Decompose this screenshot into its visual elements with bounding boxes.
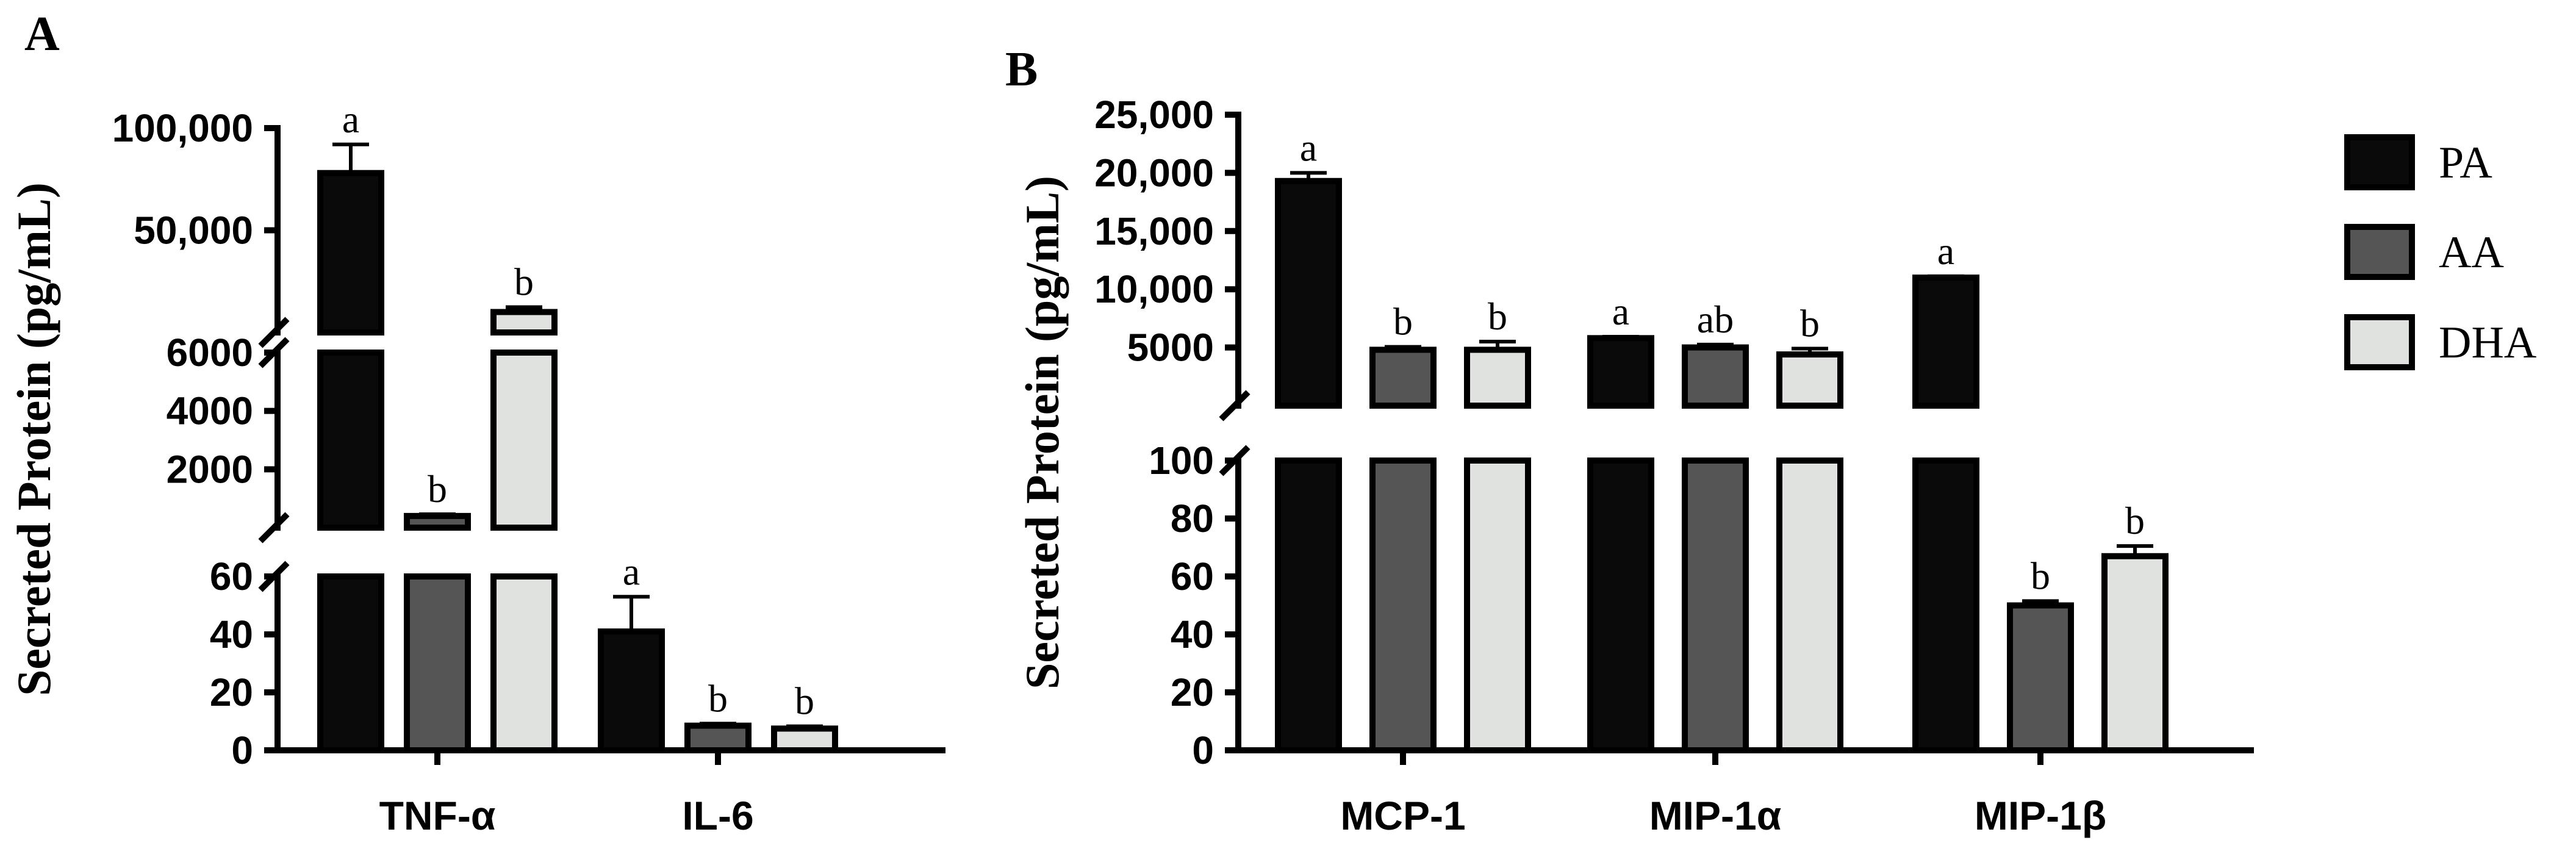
y-tick-label-0-1: 20 bbox=[1171, 670, 1214, 714]
bar-mcp-1-pa-sig-label: a bbox=[1300, 126, 1317, 169]
y-tick-label-0-3: 60 bbox=[1171, 554, 1214, 598]
bar-il-6-dha bbox=[771, 725, 838, 753]
x-tick-label-il-6: IL-6 bbox=[682, 793, 753, 838]
y-tick-label-2-1: 100,000 bbox=[112, 106, 253, 150]
bar-mip-1alpha-dha-sig-label: b bbox=[1800, 302, 1820, 345]
axis-break-lower-1 bbox=[258, 337, 290, 368]
panel-label-b: B bbox=[1005, 43, 1038, 96]
bar-mip-1alpha-dha-seg0 bbox=[1776, 458, 1843, 753]
y-axis-label: Secreted Protein (pg/mL) bbox=[1016, 176, 1069, 689]
bar-il-6-aa-sig-label: b bbox=[708, 676, 728, 720]
bar-il-6-dha-sig-label: b bbox=[795, 680, 814, 723]
y-axis: 0 20 40 60 2000 4000 6000 50,000 100,000 TNF-α IL-… bbox=[112, 106, 945, 838]
bar-mip-1beta-pa-sig-label: a bbox=[1937, 229, 1954, 273]
y-tick-label-1-2: 15,000 bbox=[1094, 209, 1214, 253]
bar-mip-1alpha-aa-seg0 bbox=[1682, 458, 1749, 753]
y-tick-label-1-0: 2000 bbox=[167, 447, 253, 491]
bar-tnf-alpha-aa-seg0 bbox=[404, 573, 471, 753]
bar-tnf-alpha-pa-sig-label: a bbox=[342, 98, 359, 141]
bars: a b b a b b bbox=[317, 98, 838, 753]
bar-il-6-aa bbox=[684, 722, 752, 753]
y-tick-label-0-0: 0 bbox=[1192, 728, 1214, 772]
panel-a-chart: a b b a b b 0 20 40 60 2000 4000 6000 50,000 100,000 TN… bbox=[7, 98, 945, 838]
y-tick-label-0-5: 100 bbox=[1149, 439, 1214, 483]
panel-label-a: A bbox=[24, 7, 60, 61]
bar-mip-1beta-aa bbox=[2007, 602, 2074, 753]
bar-mcp-1-pa-seg0 bbox=[1275, 458, 1342, 753]
y-axis: 0 20 40 60 80 100 5000 10,000 15,000 20,000 25,000… bbox=[1094, 93, 2254, 838]
y-tick-label-1-3: 20,000 bbox=[1094, 151, 1214, 195]
y-tick-label-0-1: 20 bbox=[210, 670, 253, 714]
bar-tnf-alpha-dha-seg0 bbox=[490, 573, 558, 753]
bar-mip-1beta-dha-sig-label: b bbox=[2125, 499, 2145, 542]
axis-break-upper-0 bbox=[258, 512, 290, 544]
x-tick-label-mip-1alpha: MIP-1α bbox=[1649, 793, 1782, 838]
x-tick-label-mip-1beta: MIP-1β bbox=[1975, 793, 2106, 838]
bar-mip-1beta-aa-sig-label: b bbox=[2031, 554, 2050, 597]
legend: PA AA DHA bbox=[2344, 134, 2536, 370]
bar-il-6-pa-sig-label: a bbox=[623, 550, 640, 593]
y-tick-label-0-2: 40 bbox=[1171, 612, 1214, 656]
bar-mip-1beta-pa bbox=[1912, 274, 1979, 409]
bar-mcp-1-dha bbox=[1464, 346, 1531, 409]
y-tick-label-1-1: 4000 bbox=[167, 389, 253, 433]
axis-break-lower-0 bbox=[1219, 445, 1250, 476]
bar-mip-1alpha-pa-seg0 bbox=[1587, 458, 1654, 753]
y-tick-label-1-0: 5000 bbox=[1127, 326, 1214, 370]
bar-mcp-1-dha-sig-label: b bbox=[1488, 295, 1507, 338]
x-tick-label-tnf-alpha: TNF-α bbox=[379, 793, 496, 838]
bar-mip-1alpha-pa bbox=[1587, 335, 1654, 409]
bar-mcp-1-aa bbox=[1369, 346, 1437, 409]
y-tick-label-1-1: 10,000 bbox=[1094, 267, 1214, 311]
y-tick-label-1-4: 25,000 bbox=[1094, 93, 1214, 137]
bar-il-6-pa bbox=[598, 628, 665, 753]
axis-break-upper-0 bbox=[1219, 390, 1250, 422]
y-tick-label-0-0: 0 bbox=[231, 728, 253, 772]
y-tick-label-0-4: 80 bbox=[1171, 497, 1214, 540]
bar-mip-1alpha-aa bbox=[1682, 344, 1749, 409]
x-tick-label-mcp-1: MCP-1 bbox=[1340, 793, 1465, 838]
y-tick-label-0-2: 40 bbox=[210, 612, 253, 656]
legend-swatch-aa bbox=[2344, 224, 2415, 280]
bar-tnf-alpha-pa-seg0 bbox=[317, 573, 384, 753]
axis-break-lower-0 bbox=[258, 561, 290, 592]
bar-mcp-1-pa bbox=[1275, 178, 1342, 409]
bar-mip-1alpha-aa-sig-label: ab bbox=[1697, 298, 1734, 341]
bar-mip-1alpha-pa-sig-label: a bbox=[1612, 290, 1629, 333]
bar-tnf-alpha-pa bbox=[317, 170, 384, 336]
bar-mcp-1-aa-seg0 bbox=[1369, 458, 1437, 753]
y-axis-label: Secreted Protein (pg/mL) bbox=[7, 182, 60, 696]
bar-mcp-1-dha-seg0 bbox=[1464, 458, 1531, 753]
y-tick-label-1-2: 6000 bbox=[167, 331, 253, 375]
bar-mcp-1-aa-sig-label: b bbox=[1393, 300, 1413, 343]
legend-label-dha: DHA bbox=[2439, 318, 2536, 368]
legend-swatch-pa bbox=[2344, 134, 2415, 190]
bar-tnf-alpha-aa bbox=[404, 512, 471, 531]
panel-b-chart: ab b a ab babb020406080100500010,00015,00020… bbox=[1016, 93, 2254, 838]
bar-mip-1beta-pa-seg0 bbox=[1912, 458, 1979, 753]
bar-tnf-alpha-dha-sig-label: b bbox=[514, 260, 534, 303]
bar-tnf-alpha-aa-sig-label: b bbox=[428, 467, 447, 511]
legend-label-aa: AA bbox=[2439, 228, 2504, 278]
legend-swatch-dha bbox=[2344, 314, 2415, 370]
axis-break-upper-1 bbox=[258, 317, 290, 348]
legend-label-pa: PA bbox=[2439, 138, 2492, 188]
bar-mip-1beta-dha bbox=[2101, 553, 2169, 753]
bar-tnf-alpha-pa-seg1 bbox=[317, 350, 384, 531]
y-tick-label-0-3: 60 bbox=[210, 554, 253, 598]
bar-mip-1alpha-dha bbox=[1776, 351, 1843, 409]
bar-tnf-alpha-dha bbox=[490, 309, 558, 336]
y-tick-label-2-0: 50,000 bbox=[134, 209, 253, 253]
bar-tnf-alpha-dha-seg1 bbox=[490, 350, 558, 531]
